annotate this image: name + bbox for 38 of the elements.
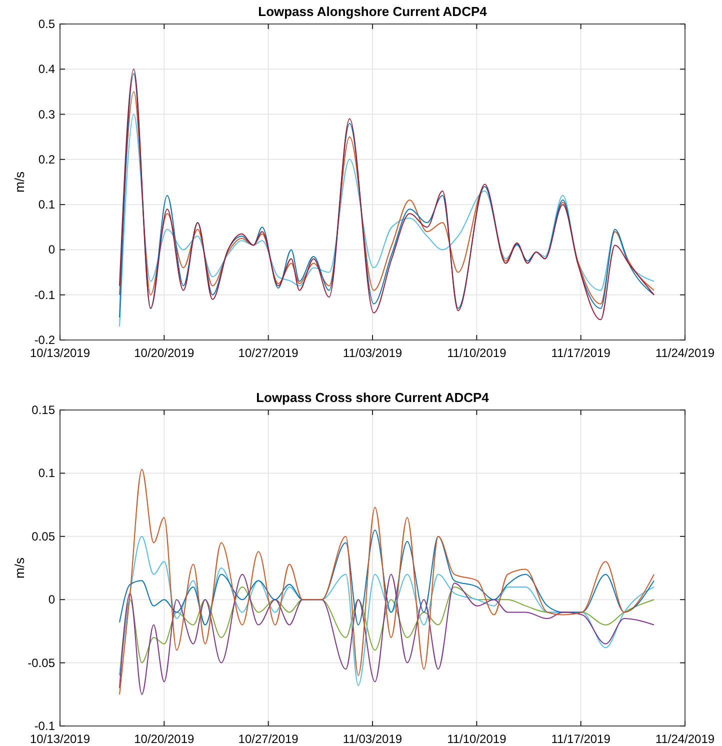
y-tick-label: 0.2 <box>38 152 56 166</box>
line-series <box>119 530 654 626</box>
x-tick-label: 10/13/2019 <box>30 732 90 746</box>
y-tick-label: -0.1 <box>34 288 56 302</box>
y-tick-label: 0.3 <box>38 107 56 122</box>
chart-title: Lowpass Cross shore Current ADCP4 <box>256 390 490 405</box>
x-tick-label: 10/27/2019 <box>238 346 299 360</box>
y-axis-title: m/s <box>12 171 27 192</box>
x-tick-label: 11/17/2019 <box>551 732 611 746</box>
y-tick-label: 0.4 <box>38 62 56 76</box>
y-tick-label: 0.1 <box>38 198 56 212</box>
x-tick-label: 10/27/2019 <box>238 732 299 746</box>
y-tick-label: 0 <box>48 592 56 607</box>
x-tick-label: 11/03/2019 <box>342 346 402 360</box>
y-tick-label: -0.05 <box>28 656 56 670</box>
y-tick-label: -0.2 <box>34 333 56 347</box>
line-series <box>119 114 654 327</box>
chart-title: Lowpass Alongshore Current ADCP4 <box>258 4 488 19</box>
x-tick-label: 11/10/2019 <box>447 346 507 360</box>
line-series <box>119 536 654 686</box>
y-tick-label: 0.1 <box>38 466 56 480</box>
line-series <box>119 586 654 676</box>
line-series <box>119 574 654 695</box>
x-tick-label: 11/24/2019 <box>655 346 715 360</box>
y-tick-label: 0 <box>48 242 56 257</box>
x-tick-label: 11/10/2019 <box>447 732 507 746</box>
y-tick-label: 0.5 <box>38 17 56 31</box>
y-tick-label: 0.05 <box>32 529 56 544</box>
y-axis-title: m/s <box>12 557 27 578</box>
x-tick-label: 11/24/2019 <box>655 732 715 746</box>
x-tick-label: 10/20/2019 <box>134 732 195 746</box>
line-series <box>119 468 654 695</box>
x-tick-label: 11/03/2019 <box>342 732 402 746</box>
x-tick-label: 11/17/2019 <box>551 346 611 360</box>
x-tick-label: 10/13/2019 <box>30 346 90 360</box>
x-tick-label: 10/20/2019 <box>134 346 195 360</box>
y-tick-label: -0.1 <box>34 719 56 733</box>
y-tick-label: 0.15 <box>32 403 56 417</box>
